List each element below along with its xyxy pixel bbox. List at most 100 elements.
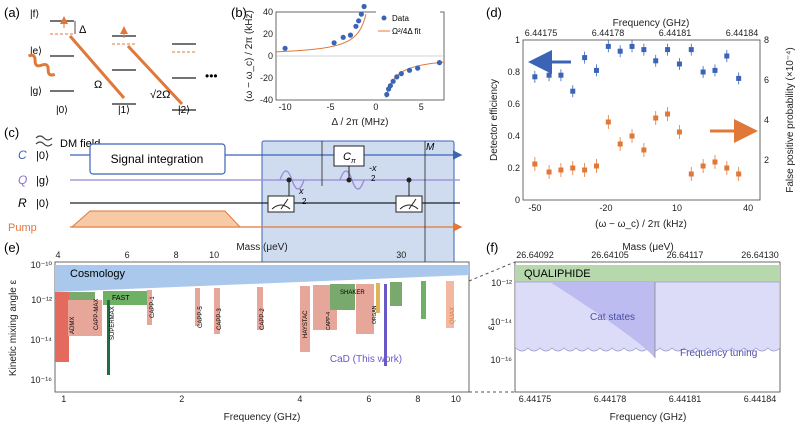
chart-d-ytick-left: 0.8 xyxy=(507,67,520,77)
fpp-point xyxy=(641,147,647,153)
drive-spring xyxy=(27,53,56,77)
efficiency-point xyxy=(665,47,671,53)
chart-b-point xyxy=(415,65,421,71)
efficiency-point xyxy=(676,61,682,67)
chart-e-top-tick: 30 xyxy=(396,250,406,260)
transition-omega xyxy=(68,35,126,99)
chart-b-xtick: 0 xyxy=(373,102,378,112)
capp-1-region xyxy=(147,290,152,325)
chart-f-top-tick: 26.64092 xyxy=(516,250,554,260)
level-diagram: |f⟩ |e⟩ |g⟩ Δ ••• Ω √2Ω |0⟩ |1⟩ |2⟩ xyxy=(27,9,218,116)
sqrt2omega-label: √2Ω xyxy=(150,89,170,101)
chart-b-point xyxy=(436,60,443,66)
cad-line xyxy=(384,284,387,366)
chart-f-ytick: 10⁻¹⁶ xyxy=(491,355,513,365)
chart-e-xtick: 2 xyxy=(179,394,184,404)
chart-b-xtick: -5 xyxy=(326,102,334,112)
chart-d-ytick-left: 0 xyxy=(515,195,520,205)
chart-b-ylabel: (ω − ω_c) / 2π (kHz) xyxy=(244,10,255,102)
pulse1-den: 2 xyxy=(302,197,307,206)
frequency-tuning-label: Frequency tuning xyxy=(680,348,757,359)
row-r-init: |0⟩ xyxy=(36,198,49,210)
chart-d-ytick-left: 1 xyxy=(515,35,520,45)
chart-b-ytick: -40 xyxy=(260,95,273,105)
fock-2: |2⟩ xyxy=(178,105,190,116)
chart-f-top-tick: 26.64105 xyxy=(591,250,629,260)
capp-2-label: CAPP-2 xyxy=(260,308,266,330)
chart-f-ylabel: ε xyxy=(486,325,497,330)
chart-d-xtick: -20 xyxy=(599,203,612,213)
efficiency-point xyxy=(641,47,647,53)
efficiency-point xyxy=(653,58,659,64)
chart-d xyxy=(522,39,761,201)
efficiency-point xyxy=(558,72,564,78)
chart-b-xlabel: Δ / 2π (MHz) xyxy=(332,117,389,128)
capp-3-label: CAPP-3 xyxy=(217,308,223,330)
detuning-label: Δ xyxy=(79,24,87,36)
efficiency-point xyxy=(582,55,588,61)
chart-d-ytick-left: 0.2 xyxy=(507,163,520,173)
chart-e-top-title: Mass (μeV) xyxy=(236,242,287,253)
row-c-label: C xyxy=(18,148,27,162)
chart-f-top-tick: 26.64117 xyxy=(667,250,704,260)
chart-f-xtick: 6.44178 xyxy=(594,394,627,404)
chart-d-top-title: Frequency (GHz) xyxy=(613,18,690,29)
capp-1-label: CAPP-1 xyxy=(150,296,156,318)
chart-f-xtick: 6.44181 xyxy=(669,394,702,404)
cosmology-region xyxy=(55,265,469,292)
chart-f-top-title: Mass (μeV) xyxy=(622,242,673,253)
row-c-init: |0⟩ xyxy=(36,150,49,162)
chart-b-point xyxy=(406,67,413,73)
chart-b-point xyxy=(398,71,404,77)
panel-label-c: (c) xyxy=(4,125,19,140)
chart-b-point xyxy=(390,78,396,84)
efficiency-point xyxy=(570,88,576,94)
chart-e-top-tick: 10 xyxy=(209,250,219,260)
chart-b-point xyxy=(356,18,362,24)
supermax-line xyxy=(107,300,110,375)
chart-b xyxy=(275,3,445,101)
efficiency-point xyxy=(532,74,538,80)
chart-e-top-tick: 4 xyxy=(56,250,61,260)
capp-4-label: CAPP-4 xyxy=(326,312,332,330)
efficiency-point xyxy=(629,43,635,49)
panel-label-b: (b) xyxy=(231,5,247,20)
chart-e-xtick: 6 xyxy=(366,394,371,404)
supermax-label: SUPERMAX xyxy=(110,306,116,340)
admx-label: ADMX xyxy=(70,317,76,334)
efficiency-point xyxy=(724,53,730,59)
efficiency-point xyxy=(736,75,742,81)
chart-e-ytick: 10⁻¹² xyxy=(31,295,52,305)
circuit-diagram: DM field Signal integration C Q R Pump |… xyxy=(8,135,463,265)
dm-field-icon xyxy=(35,135,53,147)
fpp-point xyxy=(546,169,552,175)
fpp-point xyxy=(617,141,623,147)
admx-region xyxy=(55,292,69,362)
chart-f-top-tick: 26.64130 xyxy=(741,250,779,260)
fpp-point xyxy=(582,167,588,173)
cat-states-label: Cat states xyxy=(590,312,635,323)
c-pi-gate-label: Cπ xyxy=(343,151,356,165)
fpp-point xyxy=(605,119,611,125)
fpp-point xyxy=(558,167,564,173)
chart-d-ytick-left: 0.4 xyxy=(507,131,520,141)
chart-d-xtick: 40 xyxy=(743,203,753,213)
chart-e-xlabel: Frequency (GHz) xyxy=(224,412,301,423)
level-f-label: |f⟩ xyxy=(30,9,39,20)
readout-meter-1 xyxy=(267,195,295,213)
fpp-point xyxy=(688,171,694,177)
fpp-point xyxy=(724,165,730,171)
fpp-point xyxy=(665,111,671,117)
fit-curve-left xyxy=(275,14,367,53)
cat-states-region xyxy=(550,282,655,358)
chart-e-ytick: 10⁻¹⁰ xyxy=(31,260,53,270)
fpp-point xyxy=(700,163,706,169)
omega-label: Ω xyxy=(94,79,102,91)
chart-d-xtick: -50 xyxy=(528,203,541,213)
chart-d-ytick-right: 8 xyxy=(764,35,769,45)
chart-b-legend-data: Data xyxy=(392,14,409,23)
readout-meter-2 xyxy=(395,195,423,213)
efficiency-point xyxy=(688,47,694,53)
quax-region xyxy=(446,281,454,328)
capp-max-label: CAPP-MAX xyxy=(94,299,100,330)
